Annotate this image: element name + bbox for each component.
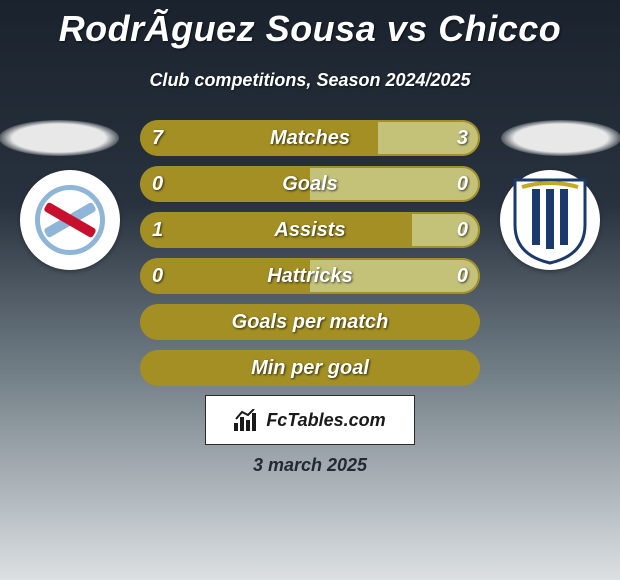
page-title: RodrÃ­guez Sousa vs Chicco	[0, 0, 620, 50]
stat-seg-player1	[140, 120, 378, 156]
stat-row: Goals00	[140, 166, 480, 202]
celta-crest-glyph	[30, 180, 110, 260]
infographic-content: RodrÃ­guez Sousa vs Chicco Club competit…	[0, 0, 620, 580]
stat-seg-player2	[310, 166, 480, 202]
stat-row: Min per goal	[140, 350, 480, 386]
stat-row: Goals per match	[140, 304, 480, 340]
fctables-watermark: FcTables.com	[205, 395, 415, 445]
stat-row: Hattricks00	[140, 258, 480, 294]
fctables-text: FcTables.com	[266, 410, 385, 431]
fctables-icon	[234, 409, 260, 431]
stat-seg-player2	[310, 258, 480, 294]
stat-seg-player1	[140, 350, 480, 386]
stat-seg-player1	[140, 304, 480, 340]
subtitle: Club competitions, Season 2024/2025	[0, 70, 620, 91]
stat-seg-player1	[140, 166, 310, 202]
player1-halo	[0, 120, 119, 156]
team2-crest	[500, 170, 600, 270]
stat-seg-player1	[140, 258, 310, 294]
stat-row: Matches73	[140, 120, 480, 156]
player2-halo	[501, 120, 620, 156]
stat-row: Assists10	[140, 212, 480, 248]
comparison-date: 3 march 2025	[0, 455, 620, 476]
leganes-crest-glyph	[510, 175, 590, 265]
stat-seg-player1	[140, 212, 412, 248]
stat-seg-player2	[378, 120, 480, 156]
team1-crest	[20, 170, 120, 270]
stats-container: Matches73 Goals00 Assists10 Hattricks00 Goal…	[140, 120, 480, 396]
stat-seg-player2	[412, 212, 480, 248]
